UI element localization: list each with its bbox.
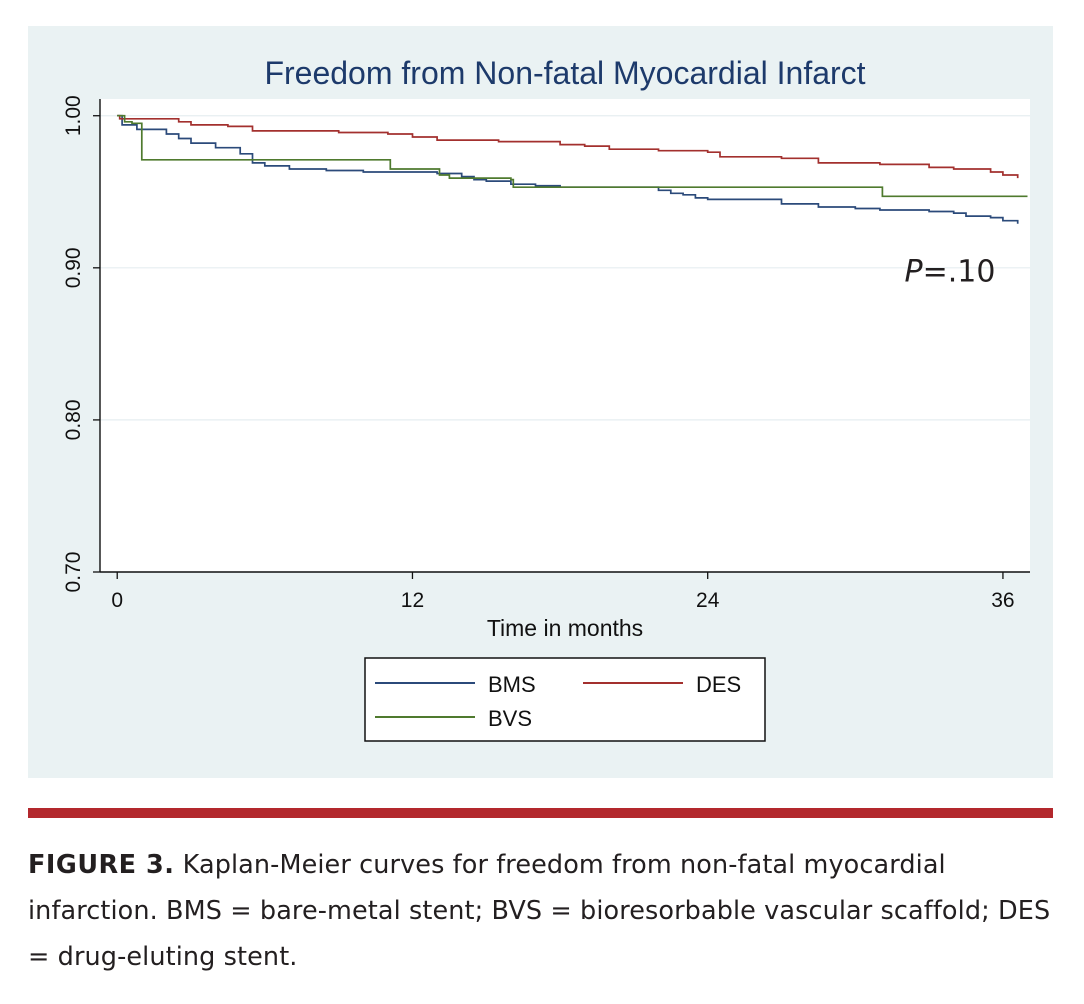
x-axis-label: Time in months	[487, 615, 643, 641]
x-tick-label: 36	[991, 589, 1014, 612]
x-tick-label: 24	[696, 589, 720, 612]
y-tick-label: 0.80	[62, 399, 85, 440]
series-line-bms	[117, 114, 1019, 224]
series-line-bvs	[117, 114, 1028, 198]
y-tick-label: 0.90	[62, 247, 85, 288]
figure-panel: Freedom from Non-fatal Myocardial Infarc…	[28, 26, 1053, 778]
caption-divider	[28, 808, 1053, 818]
legend-label-des: DES	[696, 672, 741, 697]
chart-title: Freedom from Non-fatal Myocardial Infarc…	[264, 55, 865, 91]
kaplan-meier-chart: Freedom from Non-fatal Myocardial Infarc…	[62, 55, 1030, 742]
plot-area	[100, 99, 1030, 572]
legend-label-bms: BMS	[488, 672, 536, 697]
p-value-annotation: P=.10	[905, 255, 996, 290]
series-lines	[117, 114, 1028, 224]
legend: BMS DES BVS	[364, 657, 766, 742]
x-tick-label: 0	[111, 589, 123, 612]
caption-label: FIGURE 3.	[28, 850, 175, 880]
caption-text: Kaplan-Meier curves for freedom from non…	[28, 850, 1051, 972]
series-line-des	[117, 114, 1019, 179]
axes: 0.70 0.80 0.90 1.00 0 12 24 36	[62, 95, 1030, 612]
legend-box	[364, 657, 766, 742]
x-tick-label: 12	[401, 589, 424, 612]
y-tick-label: 1.00	[62, 95, 85, 136]
figure-caption: FIGURE 3. Kaplan-Meier curves for freedo…	[28, 842, 1058, 980]
y-tick-label: 0.70	[62, 552, 85, 593]
p-value: =.10	[923, 255, 996, 290]
p-label: P	[905, 255, 924, 290]
legend-label-bvs: BVS	[488, 706, 532, 731]
